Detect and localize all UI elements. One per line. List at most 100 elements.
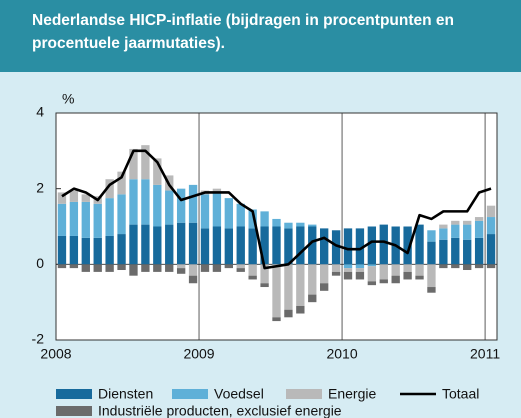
bar	[331, 230, 341, 265]
bar	[81, 264, 90, 272]
x-tick-label: 2011	[470, 346, 500, 362]
bar	[463, 264, 472, 271]
bar	[343, 268, 353, 272]
bar	[200, 194, 210, 229]
bar	[200, 264, 210, 272]
bar	[57, 264, 67, 269]
bar	[176, 188, 186, 223]
bar	[272, 218, 281, 227]
bar	[367, 266, 377, 282]
bar	[320, 228, 329, 265]
bar	[439, 264, 448, 269]
bar	[129, 224, 138, 265]
bar	[153, 264, 162, 272]
bar	[117, 171, 126, 195]
bar	[379, 224, 388, 265]
bar	[355, 268, 365, 272]
bar	[129, 179, 138, 225]
bar	[308, 226, 317, 265]
bar	[403, 264, 412, 272]
bar	[439, 224, 448, 229]
bar	[486, 217, 496, 235]
bar	[260, 264, 269, 284]
bar	[93, 264, 102, 272]
legend-label: Diensten	[98, 386, 153, 402]
bar	[141, 224, 150, 265]
bar	[129, 148, 138, 180]
bar	[379, 279, 388, 284]
bar	[415, 275, 424, 280]
bar	[176, 268, 186, 274]
bar	[451, 224, 460, 238]
bar	[200, 228, 210, 265]
bar	[81, 201, 90, 238]
bar	[224, 264, 233, 269]
bar	[57, 235, 67, 265]
bar	[379, 264, 388, 280]
bar	[403, 271, 412, 280]
bar	[427, 230, 436, 242]
y-tick-label: 4	[36, 104, 44, 120]
bar	[486, 264, 496, 269]
legend-swatch	[56, 406, 92, 416]
bar	[236, 268, 245, 272]
bar	[81, 237, 90, 265]
bar	[188, 184, 198, 223]
bar	[69, 235, 79, 265]
bar	[308, 264, 317, 295]
bar	[284, 222, 293, 229]
bar	[57, 203, 67, 236]
bar	[463, 224, 472, 240]
bar	[248, 228, 257, 265]
bar	[355, 271, 365, 280]
bar	[284, 309, 293, 318]
bar	[486, 234, 496, 265]
bar	[105, 235, 114, 265]
bar	[188, 275, 198, 284]
bar	[391, 264, 400, 276]
y-tick-label: -2	[32, 331, 45, 347]
bar	[212, 192, 222, 227]
bar	[308, 224, 317, 227]
bar	[260, 283, 269, 288]
bar	[93, 237, 102, 265]
bar	[260, 211, 269, 227]
bar	[212, 226, 222, 265]
bar	[236, 226, 245, 265]
bar	[451, 220, 460, 225]
legend-label: Voedsel	[214, 386, 264, 402]
bar	[415, 264, 424, 276]
bar	[427, 287, 436, 293]
bar	[117, 194, 126, 235]
bar	[153, 158, 162, 185]
bar	[272, 264, 281, 318]
bar	[331, 264, 341, 272]
bar	[320, 283, 329, 291]
bar	[272, 226, 281, 265]
bar	[188, 264, 198, 276]
bar	[248, 275, 257, 280]
bar	[439, 239, 448, 265]
bar	[212, 264, 222, 272]
bar	[117, 264, 126, 271]
bar	[391, 275, 400, 284]
bar	[176, 264, 186, 269]
bar	[284, 264, 293, 310]
bar	[474, 217, 484, 221]
bar	[105, 264, 114, 272]
bar	[427, 241, 436, 265]
bar	[153, 226, 162, 265]
bar	[308, 294, 317, 303]
bar	[296, 222, 305, 227]
bar	[69, 264, 79, 269]
legend-swatch	[56, 389, 92, 399]
bar	[260, 226, 269, 265]
legend-swatch	[286, 389, 322, 399]
bar	[141, 179, 150, 225]
bar	[284, 228, 293, 265]
bar	[427, 264, 436, 288]
bar	[355, 228, 365, 265]
bar	[296, 226, 305, 265]
bar	[224, 228, 233, 265]
